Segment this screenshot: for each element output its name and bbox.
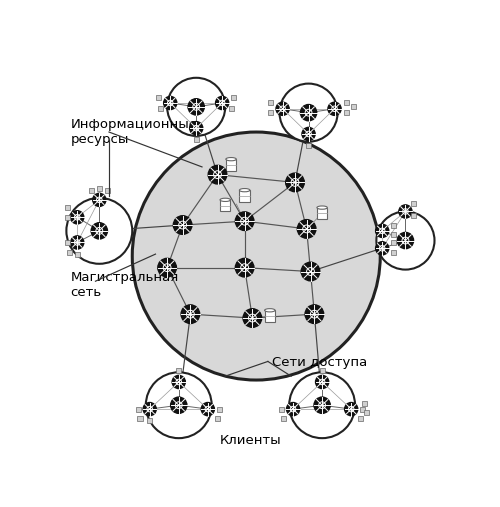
Bar <box>215 416 220 421</box>
Bar <box>362 401 368 406</box>
Bar <box>89 188 94 193</box>
Circle shape <box>216 96 228 110</box>
Circle shape <box>70 211 84 224</box>
Text: Клиенты: Клиенты <box>220 433 281 447</box>
Bar <box>364 411 369 416</box>
Circle shape <box>132 132 380 380</box>
Bar <box>194 137 198 142</box>
Ellipse shape <box>317 206 328 209</box>
Circle shape <box>146 372 212 438</box>
Circle shape <box>170 397 187 413</box>
Circle shape <box>190 122 203 135</box>
Ellipse shape <box>220 198 230 201</box>
Bar <box>156 95 161 100</box>
Circle shape <box>243 309 262 328</box>
Bar <box>392 240 396 245</box>
Bar <box>104 188 110 193</box>
Circle shape <box>236 259 254 277</box>
Circle shape <box>344 403 358 416</box>
Circle shape <box>174 216 192 234</box>
Bar <box>217 407 222 412</box>
Bar <box>65 240 70 245</box>
Circle shape <box>70 236 84 249</box>
Circle shape <box>302 127 315 140</box>
Circle shape <box>328 102 341 116</box>
Circle shape <box>286 173 304 192</box>
FancyBboxPatch shape <box>220 200 230 211</box>
Circle shape <box>181 305 200 323</box>
Bar <box>392 223 396 228</box>
Circle shape <box>298 220 316 238</box>
Bar <box>410 201 416 206</box>
Circle shape <box>305 305 324 323</box>
Circle shape <box>300 104 316 121</box>
Circle shape <box>164 96 177 110</box>
Bar <box>74 251 80 257</box>
Circle shape <box>398 232 413 248</box>
Bar <box>279 407 284 412</box>
Bar <box>410 213 416 218</box>
Ellipse shape <box>264 309 275 312</box>
Bar <box>392 232 396 237</box>
Circle shape <box>92 193 106 206</box>
FancyBboxPatch shape <box>226 159 236 171</box>
FancyBboxPatch shape <box>264 310 275 322</box>
Text: Магистральная
сеть: Магистральная сеть <box>70 271 178 299</box>
Circle shape <box>188 99 204 115</box>
Circle shape <box>399 205 412 218</box>
Bar <box>158 106 163 112</box>
Bar <box>268 100 274 105</box>
Circle shape <box>376 242 389 255</box>
Circle shape <box>91 223 108 239</box>
Bar <box>65 215 70 220</box>
FancyBboxPatch shape <box>240 190 250 202</box>
Bar <box>392 249 396 255</box>
Bar <box>320 368 324 373</box>
Bar <box>352 104 356 110</box>
Ellipse shape <box>240 189 250 192</box>
Circle shape <box>172 375 186 388</box>
Circle shape <box>236 212 254 231</box>
Circle shape <box>167 78 225 136</box>
Ellipse shape <box>226 158 236 161</box>
Bar <box>344 100 348 105</box>
Text: Информационные
ресурсы: Информационные ресурсы <box>70 118 197 146</box>
Circle shape <box>314 397 330 413</box>
Text: Сети доступа: Сети доступа <box>272 356 367 369</box>
Circle shape <box>289 372 355 438</box>
Circle shape <box>286 403 300 416</box>
Circle shape <box>208 165 227 184</box>
Circle shape <box>301 262 320 281</box>
Bar <box>281 416 286 421</box>
Bar <box>136 407 140 412</box>
Bar <box>306 143 311 148</box>
Circle shape <box>143 403 156 416</box>
Bar <box>147 418 152 423</box>
Circle shape <box>316 375 328 388</box>
Circle shape <box>376 211 434 270</box>
Circle shape <box>158 259 176 277</box>
Circle shape <box>276 102 289 116</box>
Circle shape <box>280 84 338 142</box>
Bar <box>360 407 366 412</box>
Bar <box>268 110 274 115</box>
FancyBboxPatch shape <box>317 207 328 219</box>
Bar <box>344 110 348 115</box>
Bar <box>97 186 102 191</box>
Bar <box>65 205 70 210</box>
Circle shape <box>66 198 132 264</box>
Bar <box>230 106 234 112</box>
Bar <box>232 95 236 100</box>
Circle shape <box>376 224 389 237</box>
Bar <box>67 249 72 255</box>
Circle shape <box>201 403 214 416</box>
Bar <box>138 416 142 421</box>
Bar <box>176 368 182 373</box>
Bar <box>358 416 364 421</box>
